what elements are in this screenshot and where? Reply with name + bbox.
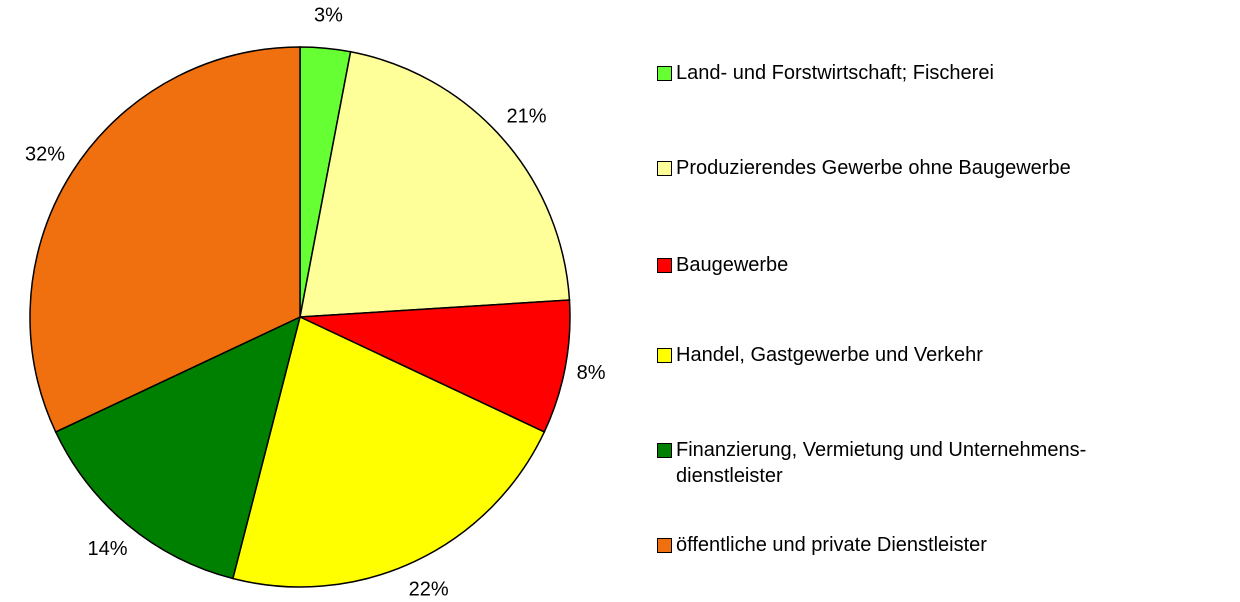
data-label: 3% — [314, 5, 343, 27]
legend-label: öffentliche und private Dienstleister — [676, 534, 987, 556]
legend-swatch — [657, 258, 672, 273]
legend-swatch — [657, 538, 672, 553]
legend-swatch — [657, 161, 672, 176]
legend-item: öffentliche und private Dienstleister — [657, 532, 987, 558]
legend-item: Baugewerbe — [657, 252, 788, 278]
data-label: 14% — [87, 538, 127, 560]
legend-swatch — [657, 443, 672, 458]
legend-item: Finanzierung, Vermietung und Unternehmen… — [657, 437, 1086, 489]
legend-label: Baugewerbe — [676, 254, 789, 276]
legend-label: Finanzierung, Vermietung und Unternehmen… — [676, 439, 1087, 487]
legend-label: Land- und Forstwirtschaft; Fischerei — [676, 62, 994, 84]
legend-item: Handel, Gastgewerbe und Verkehr — [657, 342, 983, 368]
legend-item: Produzierendes Gewerbe ohne Baugewerbe — [657, 155, 1071, 181]
legend-label: Produzierendes Gewerbe ohne Baugewerbe — [676, 157, 1071, 179]
legend-swatch — [657, 348, 672, 363]
legend-swatch — [657, 66, 672, 81]
data-label: 8% — [577, 362, 606, 384]
pie-slice — [299, 50, 571, 318]
pie-slice — [299, 299, 571, 433]
pie-slice — [54, 315, 302, 580]
data-label: 21% — [507, 106, 547, 128]
pie-slice — [29, 46, 301, 433]
data-label: 32% — [25, 143, 65, 165]
pie-slice — [231, 315, 546, 588]
legend-label: Handel, Gastgewerbe und Verkehr — [676, 344, 983, 366]
data-label: 22% — [409, 579, 449, 601]
legend-item: Land- und Forstwirtschaft; Fischerei — [657, 60, 994, 86]
